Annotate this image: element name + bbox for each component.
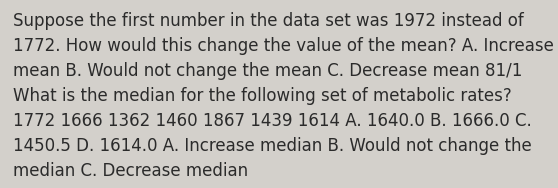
Text: 1772. How would this change the value of the mean? A. Increase: 1772. How would this change the value of… <box>13 37 554 55</box>
Text: 1450.5 D. 1614.0 A. Increase median B. Would not change the: 1450.5 D. 1614.0 A. Increase median B. W… <box>13 137 532 155</box>
Text: median C. Decrease median: median C. Decrease median <box>13 162 248 180</box>
Text: 1772 1666 1362 1460 1867 1439 1614 A. 1640.0 B. 1666.0 C.: 1772 1666 1362 1460 1867 1439 1614 A. 16… <box>13 112 532 130</box>
Text: What is the median for the following set of metabolic rates?: What is the median for the following set… <box>13 87 512 105</box>
Text: Suppose the first number in the data set was 1972 instead of: Suppose the first number in the data set… <box>13 12 524 30</box>
Text: mean B. Would not change the mean C. Decrease mean 81/1: mean B. Would not change the mean C. Dec… <box>13 62 522 80</box>
